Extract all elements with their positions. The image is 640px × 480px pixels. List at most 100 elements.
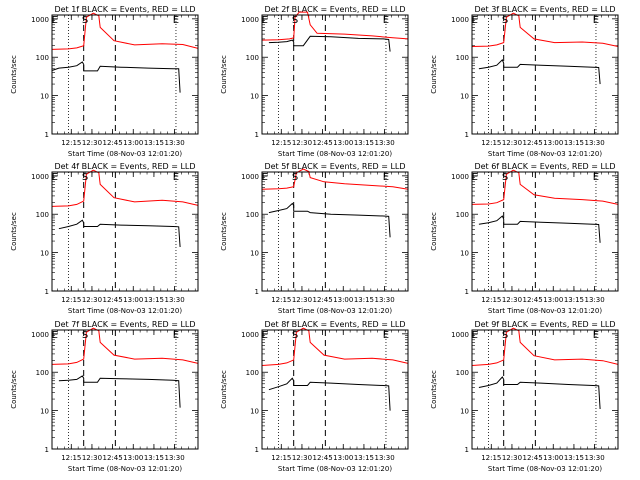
y-tick-label: 1 [255, 446, 259, 454]
x-tick-label: 13:00 [543, 454, 563, 462]
panel-title: Det 9f BLACK = Events, RED = LLD [474, 320, 615, 329]
y-tick-label: 10 [250, 93, 259, 101]
x-tick-label: 13:30 [374, 296, 394, 304]
x-tick-label: 12:15 [481, 454, 501, 462]
interval-marker-label: E [52, 15, 58, 26]
y-tick-label: 10 [40, 93, 49, 101]
x-tick-label: 13:15 [144, 296, 164, 304]
y-tick-label: 10 [40, 250, 49, 258]
x-tick-label: 13:00 [123, 454, 143, 462]
y-axis-label: Counts/sec [10, 55, 18, 94]
x-tick-label: 12:15 [61, 454, 81, 462]
y-tick-label: 100 [246, 54, 259, 62]
y-axis-label: Counts/sec [430, 212, 438, 251]
x-tick-label: 12:30 [502, 454, 522, 462]
y-tick-label: 1000 [241, 16, 259, 24]
y-tick-label: 1000 [241, 331, 259, 339]
y-axis-label: Counts/sec [10, 370, 18, 409]
x-tick-label: 13:30 [584, 139, 604, 147]
y-tick-label: 1000 [31, 331, 49, 339]
lld-series-line [261, 327, 409, 366]
panel-title: Det 2f BLACK = Events, RED = LLD [264, 5, 405, 14]
interval-marker-label: S [502, 172, 508, 183]
x-tick-label: 12:30 [502, 139, 522, 147]
x-tick-label: 13:30 [584, 454, 604, 462]
interval-marker-label: S [502, 330, 508, 341]
lld-series-line [471, 327, 619, 366]
y-tick-label: 100 [36, 369, 49, 377]
plot-frame [471, 329, 619, 450]
x-tick-label: 12:45 [313, 296, 333, 304]
interval-marker-label: E [262, 15, 268, 26]
interval-marker-label: S [292, 330, 298, 341]
x-tick-label: 12:45 [523, 296, 543, 304]
y-tick-label: 100 [36, 54, 49, 62]
x-axis-label: Start Time (08-Nov-03 12:01:20) [488, 465, 602, 473]
y-tick-label: 10 [40, 408, 49, 416]
x-tick-label: 13:15 [354, 454, 374, 462]
x-tick-label: 12:30 [82, 139, 102, 147]
x-tick-label: 13:30 [164, 296, 184, 304]
y-tick-label: 1 [255, 131, 259, 139]
x-axis-label: Start Time (08-Nov-03 12:01:20) [68, 150, 182, 158]
x-tick-label: 13:00 [333, 296, 353, 304]
detector-panel-9: Det 9f BLACK = Events, RED = LLD Counts/s… [430, 320, 619, 473]
x-tick-label: 12:45 [103, 296, 123, 304]
x-tick-label: 12:45 [523, 139, 543, 147]
x-tick-label: 12:30 [502, 296, 522, 304]
y-tick-label: 1000 [31, 173, 49, 181]
x-tick-label: 13:30 [374, 454, 394, 462]
interval-marker-label: E [173, 172, 179, 183]
interval-marker-label: E [52, 330, 58, 341]
x-tick-label: 13:15 [564, 296, 584, 304]
y-tick-label: 1 [465, 446, 469, 454]
interval-marker-label: E [52, 172, 58, 183]
x-tick-label: 13:15 [564, 139, 584, 147]
y-tick-label: 1000 [31, 16, 49, 24]
lld-series-line [51, 327, 199, 365]
y-tick-label: 1 [45, 446, 49, 454]
y-tick-label: 100 [246, 369, 259, 377]
x-tick-label: 13:15 [144, 454, 164, 462]
x-tick-label: 12:15 [481, 139, 501, 147]
x-tick-label: 12:30 [292, 454, 312, 462]
x-tick-label: 12:45 [103, 139, 123, 147]
lld-series-line [471, 12, 619, 47]
y-tick-label: 1 [45, 288, 49, 296]
x-tick-label: 13:00 [333, 454, 353, 462]
detector-panel-8: Det 8f BLACK = Events, RED = LLD Counts/s… [220, 320, 409, 473]
x-tick-label: 13:15 [564, 454, 584, 462]
x-tick-label: 12:30 [82, 454, 102, 462]
x-tick-label: 12:15 [61, 139, 81, 147]
interval-marker-label: S [82, 172, 88, 183]
panel-title: Det 8f BLACK = Events, RED = LLD [264, 320, 405, 329]
events-series-line [478, 59, 601, 85]
plot-frame [471, 14, 619, 135]
detector-panel-7: Det 7f BLACK = Events, RED = LLD Counts/s… [10, 320, 199, 473]
y-tick-label: 10 [250, 250, 259, 258]
x-tick-label: 13:15 [354, 139, 374, 147]
y-tick-label: 100 [246, 211, 259, 219]
y-tick-label: 1000 [451, 16, 469, 24]
x-tick-label: 13:00 [333, 139, 353, 147]
x-tick-label: 13:30 [584, 296, 604, 304]
x-axis-label: Start Time (08-Nov-03 12:01:20) [488, 307, 602, 315]
interval-marker-label: E [262, 172, 268, 183]
interval-marker-label: E [173, 15, 179, 26]
interval-marker-label: S [82, 15, 88, 26]
detector-panel-1: Det 1f BLACK = Events, RED = LLD Counts/s… [10, 5, 199, 158]
x-tick-label: 12:15 [61, 296, 81, 304]
y-tick-label: 10 [460, 408, 469, 416]
lld-series-line [261, 11, 409, 41]
interval-marker-label: S [292, 15, 298, 26]
y-axis-label: Counts/sec [10, 212, 18, 251]
interval-marker-label: E [262, 330, 268, 341]
y-axis-label: Counts/sec [220, 370, 228, 409]
y-tick-label: 10 [460, 93, 469, 101]
interval-marker-label: E [383, 15, 389, 26]
interval-marker-label: E [383, 172, 389, 183]
plot-frame [51, 14, 199, 135]
interval-marker-label: E [383, 330, 389, 341]
y-tick-label: 10 [250, 408, 259, 416]
interval-marker-label: E [472, 330, 478, 341]
